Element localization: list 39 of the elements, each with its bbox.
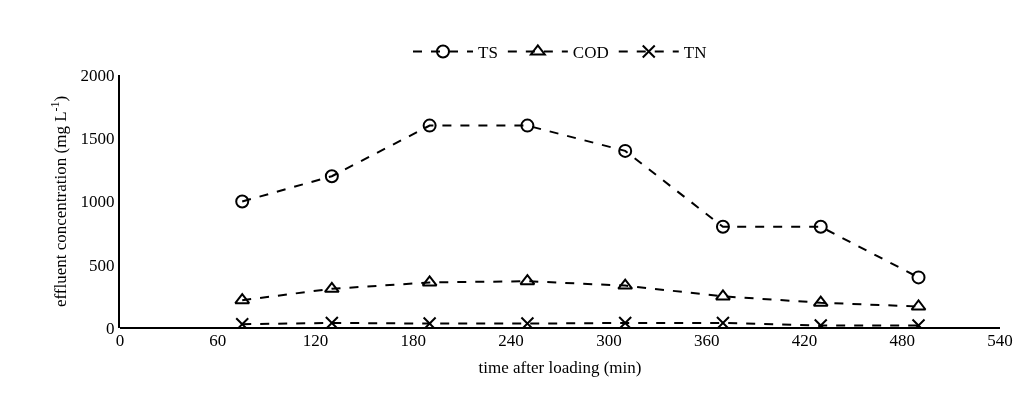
point [715,315,730,328]
point [235,194,250,209]
x-tick-label: 360 [693,331,720,350]
point [324,315,339,328]
point [323,281,340,293]
x-tick-label: 540 [987,331,1013,350]
y-tick-label: 500 [89,255,115,275]
x-tick-label: 240 [498,331,524,350]
point [910,299,927,311]
point [715,219,730,234]
point [911,270,926,285]
point [234,293,251,305]
point [813,219,828,234]
point [617,278,634,290]
x-tick-label: 120 [302,331,329,350]
point [422,118,437,133]
legend-label: TN [683,43,707,63]
x-tick-label: 60 [209,331,227,350]
point [812,295,829,307]
y-tick-label: 2000 [80,65,115,85]
point [235,317,250,328]
y-tick-label: 1500 [80,129,115,149]
point [324,169,339,184]
y-tick-label: 1000 [80,192,115,212]
x-tick-label: 180 [400,331,427,350]
x-axis-title: time after loading (min) [478,358,642,378]
legend-label: TS [478,43,498,63]
x-tick-label: 300 [596,331,622,350]
point [520,118,535,133]
point [422,316,437,328]
point [618,143,633,158]
x-tick-label: 420 [791,331,818,350]
x-tick-label: 480 [889,331,915,350]
point [715,289,731,301]
point [519,274,536,286]
point [618,315,633,328]
legend-label: COD [572,43,609,63]
point [421,275,438,287]
point [520,316,535,328]
